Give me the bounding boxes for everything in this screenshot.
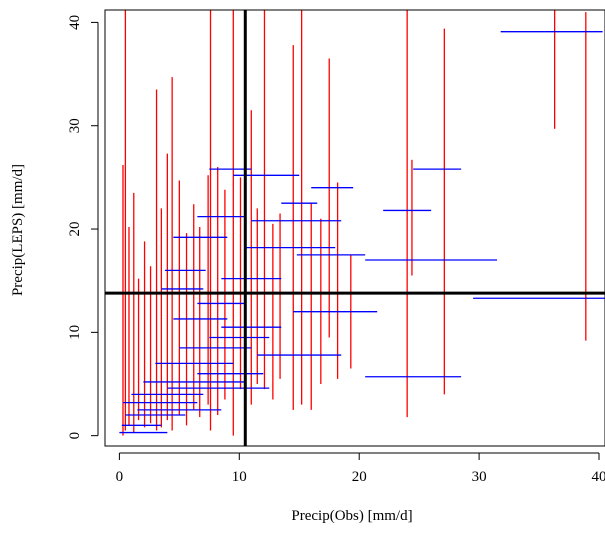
x-tick-label-2: 20: [352, 469, 367, 485]
plot-frame: [104, 9, 605, 447]
x-axis: 0 10 20 30 40: [116, 452, 605, 485]
y-tick-label-3: 30: [67, 118, 83, 133]
x-tick-label-0: 0: [116, 469, 124, 485]
y-tick-label-1: 10: [67, 325, 83, 340]
y-axis-title: Precip(LEPS) [mm/d]: [10, 164, 26, 296]
y-axis: 0 10 20 30 40: [67, 15, 99, 440]
chart-marks: [119, 10, 605, 436]
reference-lines: [105, 10, 605, 446]
x-tick-label-1: 10: [232, 469, 247, 485]
y-tick-label-2: 20: [67, 222, 83, 237]
x-tick-label-4: 40: [592, 469, 605, 485]
y-tick-label-0: 0: [67, 432, 83, 440]
x-axis-title: Precip(Obs) [mm/d]: [291, 508, 412, 524]
y-tick-label-4: 40: [67, 15, 83, 30]
x-tick-label-3: 30: [472, 469, 487, 485]
